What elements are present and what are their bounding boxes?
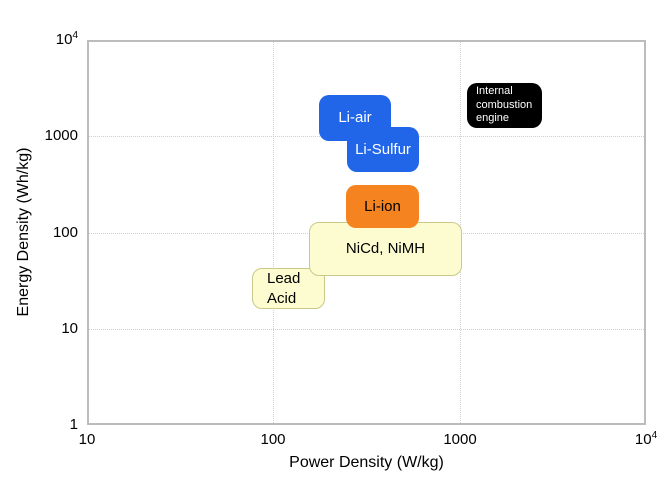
region-li-ion: Li-ion bbox=[346, 185, 419, 228]
region-label-line: Acid bbox=[267, 289, 297, 307]
gridline-y-10 bbox=[89, 328, 644, 330]
y-tick-10: 10 bbox=[61, 320, 78, 337]
x-tick-10000: 104 bbox=[634, 430, 658, 449]
region-label-line: NiCd, NiMH bbox=[345, 240, 426, 258]
x-tick-100: 100 bbox=[260, 431, 286, 448]
region-li-sulfur: Li-Sulfur bbox=[347, 127, 419, 172]
region-label-line: combustion bbox=[476, 98, 533, 111]
region-label-line: Internal bbox=[476, 84, 513, 97]
region-internal-combustion-engine: Internal combustion engine bbox=[467, 83, 542, 128]
region-label-line: Li-ion bbox=[364, 197, 401, 215]
region-label-line: Li-Sulfur bbox=[355, 140, 411, 158]
region-label-line: Lead bbox=[267, 270, 301, 288]
region-label-line: Li-air bbox=[338, 109, 372, 127]
x-tick-1000: 1000 bbox=[443, 431, 477, 448]
y-tick-10000: 104 bbox=[55, 30, 78, 49]
y-tick-1000: 1000 bbox=[44, 127, 78, 144]
x-axis-label: Power Density (W/kg) bbox=[289, 454, 444, 471]
region-nicd-nimh: NiCd, NiMH bbox=[309, 222, 462, 276]
region-lead-acid: Lead Acid bbox=[252, 268, 325, 309]
plot-area bbox=[87, 40, 646, 425]
y-tick-100: 100 bbox=[52, 224, 78, 241]
y-tick-1: 1 bbox=[69, 416, 78, 433]
x-tick-10: 10 bbox=[78, 431, 96, 448]
region-label-line: engine bbox=[476, 112, 510, 125]
